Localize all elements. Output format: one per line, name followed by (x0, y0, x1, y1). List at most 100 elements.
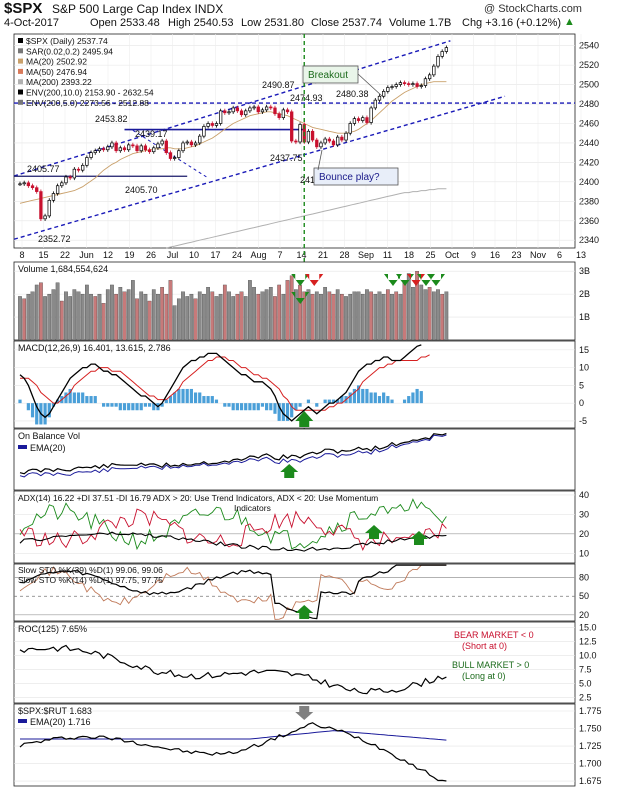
price-candle (356, 118, 361, 121)
price-candle (365, 117, 369, 123)
bull-market-label: BULL MARKET > 0 (452, 660, 529, 670)
price-y-tick-label: 2480 (579, 99, 599, 109)
price-candle (189, 141, 194, 146)
lower-channel-line (13, 95, 506, 240)
bounce-callout-box (313, 167, 399, 186)
price-candle (143, 145, 148, 151)
breakout-callout-text: Breakout (308, 70, 348, 81)
green-arrow-icon (291, 292, 310, 304)
volume-bar (30, 291, 35, 341)
stoch14-line (19, 564, 447, 620)
quote-close: Close 2537.74 (311, 17, 382, 29)
macd-histogram-bar (76, 392, 81, 404)
price-candle (173, 157, 177, 159)
price-candle (244, 110, 248, 116)
macd-histogram-bar (131, 403, 135, 411)
macd-histogram-bar (269, 403, 273, 411)
x-tick-label: 24 (232, 250, 242, 260)
macd-histogram-bar (81, 392, 85, 404)
volume-bar (394, 291, 399, 341)
quote-volume: Volume 1.7B (389, 17, 452, 29)
x-tick-label: 23 (511, 250, 521, 260)
stoch-y-tick-label: 80 (579, 573, 589, 583)
macd-histogram-bar (377, 396, 382, 404)
volume-y-tick-label: 2B (579, 289, 590, 299)
volume-bar (26, 293, 31, 341)
macd-histogram-bar (294, 403, 298, 411)
legend-swatch (18, 48, 23, 54)
green-arrow-icon (295, 605, 314, 619)
x-tick-label: Oct (445, 250, 460, 260)
x-tick-label: 13 (576, 250, 586, 260)
macd-histogram-bar (202, 396, 206, 404)
green-arrow-icon (280, 464, 299, 478)
green-arrow-icon (365, 525, 383, 539)
price-candle (419, 85, 423, 87)
volume-bar (285, 280, 290, 341)
stoch-y-tick-label: 20 (579, 610, 589, 620)
price-legend-entry: MA(200) 2393.22 (26, 77, 92, 87)
stoch-y-tick-label: 50 (579, 591, 589, 601)
macd-histogram-bar (419, 391, 423, 404)
adx-y-tick-label: 30 (579, 509, 589, 519)
price-candle (252, 106, 256, 109)
volume-bar (256, 293, 261, 341)
ratio-y-tick-label: 1.750 (579, 724, 602, 734)
volume-bar (440, 293, 445, 341)
green-arrow-icon (410, 531, 428, 545)
green-arrow-icon (291, 274, 310, 286)
price-candle (97, 148, 102, 152)
macd-histogram-bar (206, 396, 210, 404)
price-candle (122, 147, 127, 151)
macd-y-tick-label: 0 (579, 398, 584, 408)
price-value-label: 241 (300, 175, 315, 185)
roc-line (19, 644, 447, 695)
volume-bar (335, 289, 340, 341)
volume-bar (277, 284, 282, 341)
volume-bar (227, 291, 231, 341)
gray-arrow-icon (295, 706, 314, 720)
volume-bar (235, 293, 240, 341)
price-candle (164, 140, 168, 154)
volume-bar (131, 280, 135, 341)
volume-bar (22, 298, 27, 341)
price-candle (239, 110, 244, 116)
price-candle (432, 65, 436, 76)
volume-bar (373, 293, 378, 341)
volume-bar (365, 289, 369, 341)
price-value-label: 2453.82 (95, 114, 128, 124)
volume-bar (385, 289, 390, 341)
macd-histogram-bar (173, 392, 177, 404)
ratio-y-tick-label: 1.775 (579, 706, 602, 716)
stoch-subtitle: Slow STO %K(14) %D(1) 97.75, 97.75 (18, 575, 163, 585)
volume-bar (114, 293, 118, 341)
price-candle (377, 95, 382, 101)
macd-title: MACD(12,26,9) 16.401, 13.615, 2.786 (18, 343, 171, 353)
macd-histogram-bar (348, 392, 352, 404)
adx-line (19, 531, 447, 552)
price-candle (336, 136, 340, 146)
x-tick-label: 7 (277, 250, 282, 260)
volume-bar (147, 300, 152, 341)
ma200-line (166, 188, 447, 249)
red-arrow-icon (407, 274, 425, 286)
volume-bar (197, 291, 202, 341)
volume-bar (85, 284, 89, 341)
macd-histogram-bar (277, 403, 281, 421)
price-y-tick-label: 2460 (579, 118, 599, 128)
price-value-label: 2352.72 (38, 234, 71, 244)
price-candle (427, 74, 432, 80)
breakout-callout-pointer (357, 73, 383, 97)
macd-histogram-bar (290, 403, 294, 418)
price-value-label: 2480.38 (336, 89, 369, 99)
volume-bar (118, 287, 123, 341)
price-candle (227, 111, 231, 114)
price-candle (30, 185, 35, 189)
volume-bar (160, 287, 164, 341)
macd-histogram-bar (382, 392, 386, 404)
price-y-tick-label: 2420 (579, 157, 599, 167)
volume-bar (314, 291, 319, 341)
macd-histogram-bar (64, 392, 68, 404)
volume-bar (294, 289, 298, 341)
price-y-tick-label: 2440 (579, 138, 599, 148)
